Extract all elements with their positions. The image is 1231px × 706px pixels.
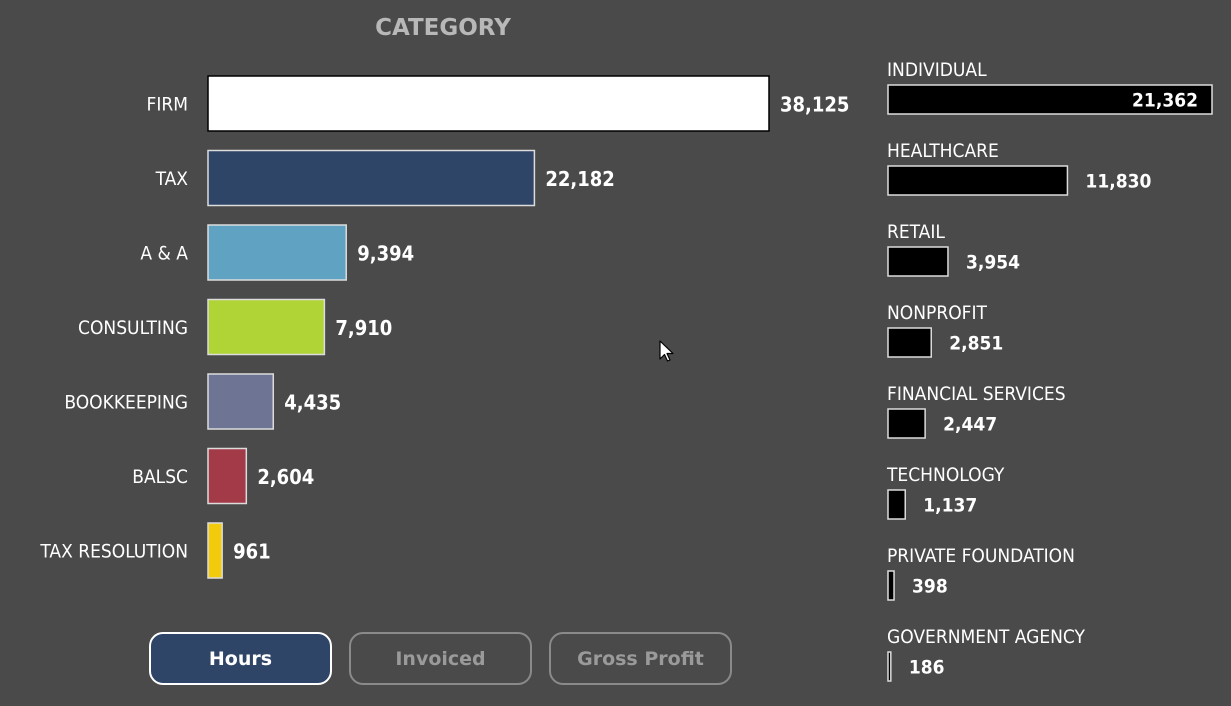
industry-label-technology: TECHNOLOGY — [886, 464, 1005, 486]
industry-bar-technology — [887, 489, 906, 520]
chart-title: CATEGORY — [375, 15, 511, 41]
bar-tax — [207, 149, 536, 207]
category-label-tax: TAX — [155, 168, 189, 190]
industry-value-individual: 21,362 — [1132, 90, 1198, 112]
category-label-bookkeeping: BOOKKEEPING — [64, 392, 188, 414]
industry-value-private-foundation: 398 — [912, 576, 948, 598]
category-label-balsc: BALSC — [132, 466, 188, 488]
industry-label-private-foundation: PRIVATE FOUNDATION — [887, 545, 1075, 567]
category-label-tax-resolution: TAX RESOLUTION — [39, 541, 188, 563]
mouse-cursor-icon — [659, 340, 674, 362]
industry-label-individual: INDIVIDUAL — [887, 59, 987, 81]
industry-bar-chart: INDIVIDUAL 21,362 HEALTHCARE 11,830 RETAIL 3,… — [886, 59, 1213, 682]
industry-bar-healthcare — [887, 165, 1069, 196]
invoiced-button[interactable]: Invoiced — [349, 632, 532, 685]
value-label-tax-resolution: 961 — [233, 540, 271, 564]
industry-bar-individual — [887, 84, 1213, 115]
bar-bookkeeping — [207, 373, 275, 430]
bar-consulting — [207, 298, 326, 356]
category-label-firm: FIRM — [147, 94, 189, 116]
gross-profit-button[interactable]: Gross Profit — [549, 632, 732, 685]
industry-bar-government-agency — [887, 651, 892, 682]
industry-value-nonprofit: 2,851 — [949, 333, 1003, 355]
metric-selector: Hours Invoiced Gross Profit — [149, 632, 732, 685]
bar-tax-resolution — [207, 522, 223, 579]
hours-button[interactable]: Hours — [149, 632, 332, 685]
industry-label-retail: RETAIL — [887, 221, 945, 243]
category-label-a-and-a: A & A — [140, 243, 188, 265]
bar-firm — [207, 75, 770, 132]
industry-bar-retail — [887, 246, 949, 277]
value-label-a-and-a: 9,394 — [357, 242, 414, 266]
value-label-bookkeeping: 4,435 — [284, 391, 341, 415]
industry-value-healthcare: 11,830 — [1085, 171, 1151, 193]
category-bar-chart: FIRM 38,125 TAX 22,182 A & A 9,394 CONSULTING 7… — [39, 75, 849, 579]
industry-label-financial-services: FINANCIAL SERVICES — [887, 383, 1066, 405]
industry-value-financial-services: 2,447 — [943, 414, 997, 436]
value-label-tax: 22,182 — [545, 167, 614, 191]
industry-label-government-agency: GOVERNMENT AGENCY — [887, 626, 1086, 648]
industry-value-government-agency: 186 — [909, 657, 945, 679]
industry-value-retail: 3,954 — [966, 252, 1020, 274]
category-label-consulting: CONSULTING — [78, 317, 188, 339]
industry-bar-nonprofit — [887, 327, 932, 358]
value-label-firm: 38,125 — [780, 93, 849, 117]
value-label-consulting: 7,910 — [335, 316, 392, 340]
bar-balsc — [207, 447, 248, 505]
industry-label-healthcare: HEALTHCARE — [887, 140, 999, 162]
industry-value-technology: 1,137 — [923, 495, 977, 517]
industry-bar-private-foundation — [887, 570, 895, 601]
value-label-balsc: 2,604 — [257, 465, 314, 489]
bar-a-and-a — [207, 224, 347, 281]
industry-label-nonprofit: NONPROFIT — [887, 302, 988, 324]
industry-bar-financial-services — [887, 408, 926, 439]
